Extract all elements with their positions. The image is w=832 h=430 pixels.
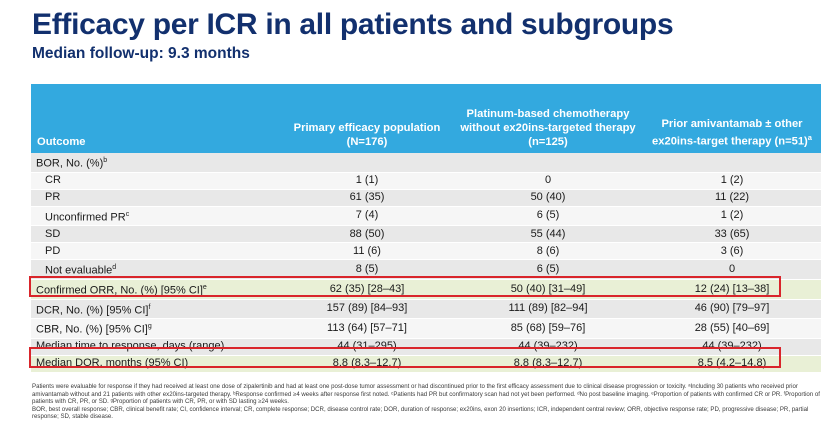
row-label: Median time to response, days (range) — [31, 338, 281, 356]
header-primary-efficacy: Primary efficacy population (N=176) — [281, 84, 453, 153]
table-cell — [453, 153, 643, 173]
table-row: DCR, No. (%) [95% CI]f 157 (89) [84–93] … — [31, 299, 821, 320]
table-row: PD 11 (6) 8 (6) 3 (6) — [31, 242, 821, 261]
table-row: Median time to response, days (range) 44… — [31, 338, 821, 356]
row-label: Confirmed ORR, No. (%) [95% CI]e — [31, 279, 281, 300]
table-cell: 8.8 (8.3–12.7) — [453, 355, 643, 373]
table-cell: 8 (5) — [281, 259, 453, 280]
table-cell: 7 (4) — [281, 206, 453, 227]
footnote-text: Patients were evaluable for response if … — [32, 383, 820, 406]
table-cell: 8 (6) — [453, 242, 643, 261]
row-label: Not evaluabled — [31, 259, 281, 280]
table-cell: 44 (39–232) — [453, 338, 643, 356]
table-cell: 85 (68) [59–76] — [453, 318, 643, 339]
table-cell: 0 — [643, 259, 821, 280]
row-label: CR — [31, 172, 281, 190]
table-row-highlighted: Confirmed ORR, No. (%) [95% CI]e 62 (35)… — [31, 279, 821, 300]
table-cell — [643, 153, 821, 173]
table-cell: 3 (6) — [643, 242, 821, 261]
table-row-highlighted: Median DOR, months (95% CI) 8.8 (8.3–12.… — [31, 355, 821, 373]
row-label: PD — [31, 242, 281, 261]
table-row: BOR, No. (%)b — [31, 153, 821, 173]
table-row: CR 1 (1) 0 1 (2) — [31, 172, 821, 190]
table-cell: 11 (6) — [281, 242, 453, 261]
table-cell — [281, 153, 453, 173]
row-label: DCR, No. (%) [95% CI]f — [31, 299, 281, 320]
table-cell: 113 (64) [57–71] — [281, 318, 453, 339]
table-cell: 1 (2) — [643, 172, 821, 190]
table-cell: 6 (5) — [453, 259, 643, 280]
header-outcome: Outcome — [31, 84, 281, 153]
table-cell: 111 (89) [82–94] — [453, 299, 643, 320]
table-row: SD 88 (50) 55 (44) 33 (65) — [31, 225, 821, 244]
header-platinum-chemo: Platinum-based chemotherapy without ex20… — [453, 84, 643, 153]
table-cell: 1 (2) — [643, 206, 821, 227]
header-prior-amivantamab: Prior amivantamab ± other ex20ins-target… — [643, 84, 821, 153]
row-label: BOR, No. (%)b — [31, 153, 281, 173]
efficacy-table: Outcome Primary efficacy population (N=1… — [31, 84, 821, 373]
slide-title: Efficacy per ICR in all patients and sub… — [32, 8, 674, 41]
table-row: PR 61 (35) 50 (40) 11 (22) — [31, 189, 821, 207]
table-cell: 55 (44) — [453, 225, 643, 244]
table-cell: 62 (35) [28–43] — [281, 279, 453, 300]
table-cell: 61 (35) — [281, 189, 453, 207]
table-cell: 33 (65) — [643, 225, 821, 244]
table-row: Not evaluabled 8 (5) 6 (5) 0 — [31, 259, 821, 280]
table-cell: 0 — [453, 172, 643, 190]
table-cell: 50 (40) [31–49] — [453, 279, 643, 300]
table-cell: 44 (31–295) — [281, 338, 453, 356]
row-label: CBR, No. (%) [95% CI]g — [31, 318, 281, 339]
table-cell: 6 (5) — [453, 206, 643, 227]
table-header-row: Outcome Primary efficacy population (N=1… — [31, 84, 821, 153]
row-label: Median DOR, months (95% CI) — [31, 355, 281, 373]
table-cell: 28 (55) [40–69] — [643, 318, 821, 339]
abbreviations-text: BOR, best overall response; CBR, clinica… — [32, 405, 809, 421]
table-cell: 12 (24) [13–38] — [643, 279, 821, 300]
table-cell: 8.5 (4.2–14.8) — [643, 355, 821, 373]
table-row: Unconfirmed PRc 7 (4) 6 (5) 1 (2) — [31, 206, 821, 227]
table-cell: 50 (40) — [453, 189, 643, 207]
table-cell: 11 (22) — [643, 189, 821, 207]
table-cell: 157 (89) [84–93] — [281, 299, 453, 320]
table-row: CBR, No. (%) [95% CI]g 113 (64) [57–71] … — [31, 318, 821, 339]
table-cell: 1 (1) — [281, 172, 453, 190]
row-label: Unconfirmed PRc — [31, 206, 281, 227]
table-cell: 88 (50) — [281, 225, 453, 244]
footnotes: Patients were evaluable for response if … — [32, 383, 822, 421]
table-cell: 44 (39–232) — [643, 338, 821, 356]
row-label: PR — [31, 189, 281, 207]
slide-subtitle: Median follow-up: 9.3 months — [32, 45, 250, 62]
table-cell: 46 (90) [79–97] — [643, 299, 821, 320]
table-cell: 8.8 (8.3–12.7) — [281, 355, 453, 373]
row-label: SD — [31, 225, 281, 244]
